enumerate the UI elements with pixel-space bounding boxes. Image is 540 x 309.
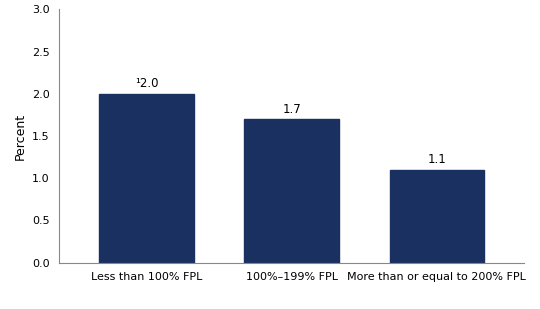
Bar [245,119,339,263]
Bar [389,170,484,263]
Y-axis label: Percent: Percent [14,112,26,159]
Text: 1.7: 1.7 [282,103,301,116]
Text: ¹2.0: ¹2.0 [134,77,158,90]
Text: 1.1: 1.1 [427,153,446,166]
Bar [99,94,194,263]
